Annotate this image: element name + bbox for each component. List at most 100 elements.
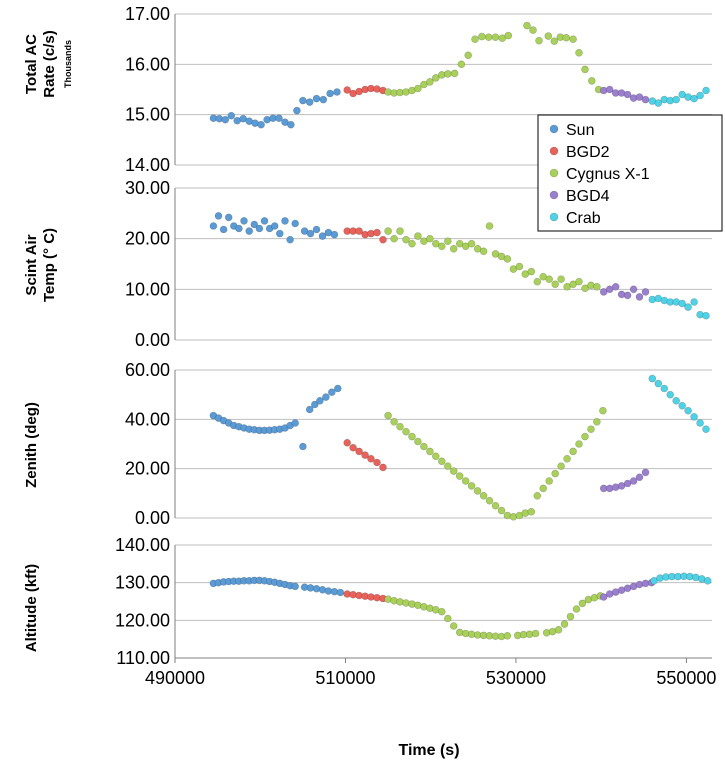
data-point bbox=[605, 285, 614, 294]
legend-marker bbox=[549, 124, 559, 134]
data-point bbox=[535, 36, 543, 45]
data-point bbox=[557, 275, 565, 284]
data-point bbox=[443, 462, 452, 471]
data-point bbox=[214, 212, 223, 220]
x-tick-label: 490000 bbox=[145, 668, 205, 688]
data-point bbox=[504, 31, 513, 40]
data-point bbox=[684, 406, 692, 415]
data-point bbox=[464, 51, 473, 60]
data-point bbox=[361, 451, 369, 459]
y-tick-label: 20.00 bbox=[125, 459, 170, 479]
y-tick-label: 140.00 bbox=[115, 535, 170, 555]
data-point bbox=[690, 94, 698, 103]
data-point bbox=[575, 440, 583, 448]
data-point bbox=[240, 217, 248, 225]
data-point bbox=[478, 32, 486, 41]
x-axis: 490000 510000 530000 550000 bbox=[145, 657, 716, 688]
data-point bbox=[299, 96, 307, 105]
data-point bbox=[426, 78, 434, 86]
data-point bbox=[563, 282, 571, 291]
data-point bbox=[287, 120, 295, 129]
data-point bbox=[545, 477, 554, 485]
data-point bbox=[529, 26, 537, 34]
data-point bbox=[379, 235, 387, 244]
data-point bbox=[227, 111, 236, 120]
data-point bbox=[414, 84, 422, 93]
data-point bbox=[461, 242, 470, 251]
data-point bbox=[503, 631, 512, 640]
data-point bbox=[599, 288, 608, 296]
data-point bbox=[467, 482, 476, 490]
panel-2-ylabel: Zenith (deg) bbox=[23, 402, 40, 488]
data-point bbox=[455, 472, 464, 480]
data-point bbox=[312, 225, 321, 234]
data-point bbox=[299, 442, 307, 451]
data-point bbox=[650, 576, 658, 585]
data-point bbox=[623, 291, 632, 300]
data-point bbox=[485, 496, 494, 505]
data-point bbox=[593, 417, 601, 426]
y-tick-label: 60.00 bbox=[125, 360, 170, 380]
data-point bbox=[684, 303, 692, 311]
data-point bbox=[408, 432, 416, 441]
data-point bbox=[569, 35, 577, 44]
data-point bbox=[593, 282, 601, 291]
legend-label: Crab bbox=[566, 210, 601, 227]
data-point bbox=[641, 288, 650, 296]
data-point bbox=[605, 85, 614, 94]
data-point bbox=[575, 277, 583, 286]
data-point bbox=[569, 280, 577, 289]
data-point bbox=[572, 605, 581, 613]
data-point bbox=[414, 437, 422, 446]
data-point bbox=[678, 401, 687, 410]
x-tick-label: 510000 bbox=[315, 668, 375, 688]
y-tick-label: 130.00 bbox=[115, 573, 170, 593]
data-point bbox=[635, 93, 644, 101]
data-point bbox=[557, 462, 565, 471]
data-point bbox=[426, 447, 434, 456]
data-point bbox=[293, 106, 301, 115]
data-point bbox=[569, 447, 577, 456]
y-tick-label: 0.00 bbox=[135, 330, 170, 350]
data-point bbox=[515, 262, 524, 271]
data-point bbox=[523, 21, 531, 30]
data-point bbox=[239, 114, 247, 123]
data-point bbox=[209, 222, 218, 230]
y-tick-label: 16.00 bbox=[125, 54, 170, 74]
data-point bbox=[641, 95, 650, 104]
data-point bbox=[286, 235, 294, 244]
y-tick-label: 20.00 bbox=[125, 229, 170, 249]
data-point bbox=[551, 469, 560, 478]
data-point bbox=[396, 422, 404, 431]
data-point bbox=[355, 227, 363, 235]
data-point bbox=[533, 277, 542, 286]
data-point bbox=[666, 390, 675, 399]
data-point bbox=[275, 114, 283, 122]
data-point bbox=[221, 115, 230, 124]
panel-3-ylabel: Altitude (kft) bbox=[23, 564, 40, 652]
data-point bbox=[703, 576, 712, 585]
panel-0-ylabel-line2: Rate (c/s) bbox=[41, 30, 58, 98]
data-point bbox=[373, 228, 381, 237]
data-point bbox=[318, 232, 327, 240]
data-point bbox=[379, 463, 387, 472]
data-point bbox=[581, 65, 589, 74]
data-point bbox=[255, 224, 264, 233]
data-point bbox=[457, 60, 466, 69]
legend-marker bbox=[549, 168, 559, 178]
data-point bbox=[578, 599, 587, 608]
data-point bbox=[316, 396, 324, 405]
data-point bbox=[449, 467, 458, 475]
data-point bbox=[224, 213, 233, 222]
data-point bbox=[450, 69, 459, 78]
data-point bbox=[291, 419, 300, 427]
data-point bbox=[343, 438, 352, 447]
data-point bbox=[396, 227, 404, 235]
data-point bbox=[414, 232, 422, 240]
data-point bbox=[437, 607, 446, 616]
data-point bbox=[599, 406, 607, 415]
data-point bbox=[581, 284, 589, 293]
data-point bbox=[485, 222, 494, 230]
data-point bbox=[461, 477, 470, 485]
data-point bbox=[330, 230, 339, 239]
